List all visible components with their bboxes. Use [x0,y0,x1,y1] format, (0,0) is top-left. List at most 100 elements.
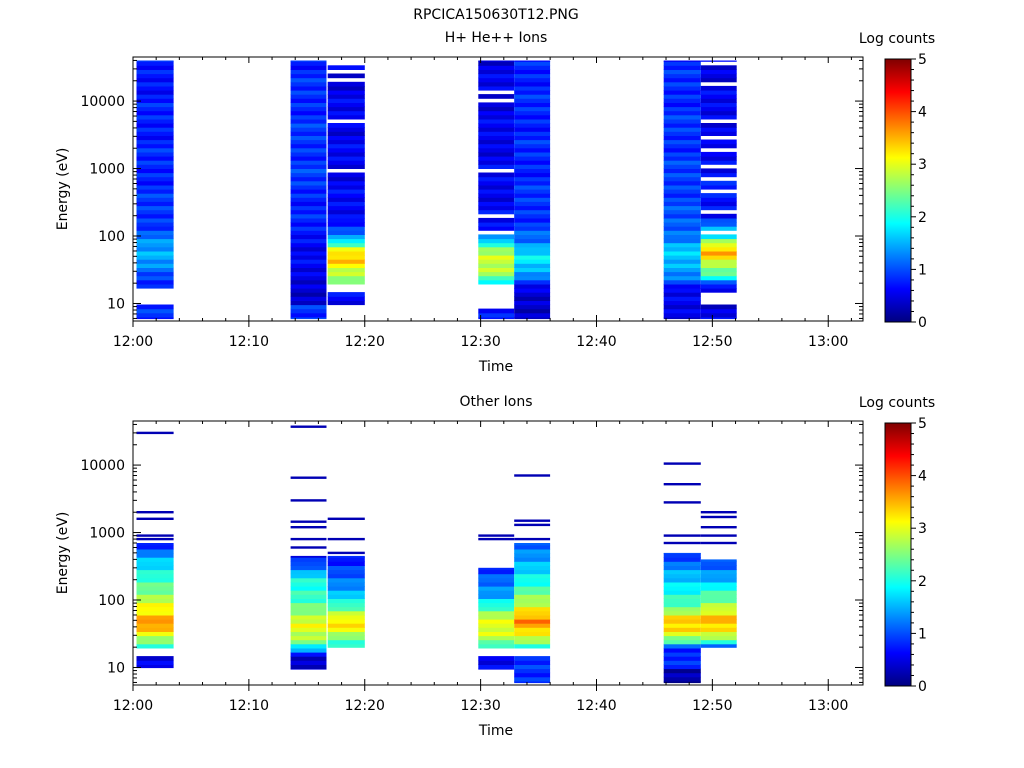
heatmap-strips [136,60,737,320]
heatmap-cell [327,555,365,558]
heatmap-cell [663,213,701,219]
heatmap-cell [478,131,515,136]
heatmap-cell [327,623,365,628]
x-axis-label: Time [478,359,513,375]
heatmap-cell [327,598,365,604]
heatmap-cell [514,139,551,145]
heatmap-cell [700,610,737,616]
heatmap-cell [327,135,365,141]
heatmap-cell [700,627,737,632]
heatmap-cell [700,569,737,575]
heatmap-cell [663,552,701,554]
heatmap-cell [478,643,515,649]
heatmap-cell [700,635,737,641]
energy-line-mark [700,526,737,529]
heatmap-cell [136,226,174,231]
heatmap-cell [290,222,327,227]
heatmap-cell [327,296,365,301]
heatmap-cell [136,279,174,285]
heatmap-cell [478,250,515,256]
heatmap-cell [514,643,551,649]
heatmap-cell [136,106,174,112]
heatmap-cell [290,131,327,136]
heatmap-cell [478,205,515,211]
x-tick-label: 12:20 [345,698,385,714]
energy-line-mark [663,462,701,465]
heatmap-cell [327,271,365,277]
heatmap-cell [514,308,551,314]
heatmap-cell [327,594,365,599]
heatmap-cell [136,255,174,260]
heatmap-cell [136,594,174,599]
colorbar-tick-label: 1 [918,626,927,642]
heatmap-cell [700,242,737,248]
heatmap-cell [514,292,551,297]
heatmap-cell [514,69,551,75]
panel-other-ions: Other Ions 12:00 12:10 12:20 12:30 12:40 12:5… [55,394,935,739]
time-strip [514,60,551,320]
heatmap-cell [327,259,365,264]
heatmap-cell [514,680,551,684]
heatmap-cell [514,246,551,252]
heatmap-cell [327,569,365,575]
heatmap-cell [700,123,737,128]
heatmap-cell [700,205,737,211]
heatmap-cell [478,193,515,198]
heatmap-cell [327,184,365,190]
heatmap-cell [700,201,737,207]
heatmap-cell [663,300,701,306]
heatmap-cell [700,316,737,320]
heatmap-cell [478,631,515,637]
heatmap-cell [478,577,515,583]
heatmap-cell [514,143,551,149]
heatmap-cell [327,561,365,566]
heatmap-cell [327,156,365,161]
heatmap-cell [478,581,515,587]
energy-line-mark [514,519,551,522]
heatmap-cell [700,222,737,227]
heatmap-cell [290,180,327,186]
heatmap-cell [514,118,551,124]
heatmap-cell [700,561,737,566]
energy-line-mark [136,534,174,537]
heatmap-cell [290,594,327,599]
heatmap-cell [136,614,174,620]
heatmap-cell [290,312,327,318]
heatmap-cell [478,189,515,194]
energy-line-mark [663,483,701,486]
heatmap-cell [136,590,174,595]
heatmap-cell [327,577,365,583]
heatmap-cell [514,94,551,99]
heatmap-cell [663,643,701,649]
heatmap-cell [663,565,701,571]
heatmap-cell [663,238,701,244]
heatmap-cell [478,180,515,186]
heatmap-cell [290,90,327,95]
heatmap-cell [136,189,174,194]
energy-line-mark [290,546,327,549]
heatmap-cell [327,226,365,231]
heatmap-cell [478,275,515,281]
heatmap-cell [327,85,365,91]
heatmap-cell [663,197,701,202]
heatmap-cell [478,69,515,75]
heatmap-cell [700,139,737,145]
heatmap-cell [290,143,327,149]
energy-line-mark [327,537,365,541]
time-strip [327,65,365,306]
heatmap-cell [327,222,365,227]
heatmap-cell [290,242,327,248]
heatmap-cell [514,110,551,116]
heatmap-cell [136,234,174,240]
heatmap-cell [663,65,701,70]
heatmap-cell [327,81,365,87]
heatmap-cell [327,114,365,120]
x-tick-label: 12:10 [229,334,269,350]
heatmap-cell [514,65,551,70]
colorbar-tick-label: 4 [918,105,927,121]
time-strip [478,534,515,670]
heatmap-cell [290,283,327,289]
heatmap-cell [478,623,515,628]
heatmap-cell [478,94,515,99]
heatmap-cell [514,631,551,637]
